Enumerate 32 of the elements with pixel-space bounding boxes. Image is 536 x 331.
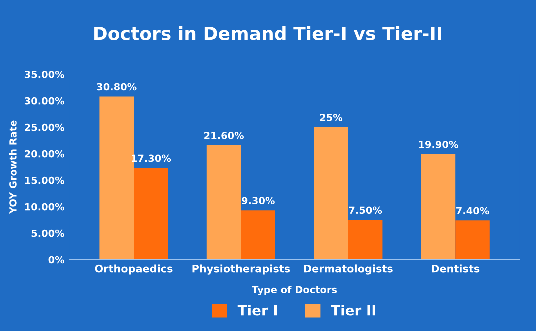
data-label: 7.40% — [456, 207, 490, 215]
data-label: 9.30% — [242, 197, 275, 205]
y-tick-label: 15.00% — [25, 176, 65, 184]
y-tick-label: 10.00% — [25, 203, 65, 211]
bar — [348, 220, 383, 260]
x-axis-title: Type of Doctors — [252, 286, 338, 296]
data-label: 25% — [320, 114, 343, 122]
data-label: 30.80% — [97, 83, 137, 91]
y-tick-label: 0% — [48, 256, 65, 264]
x-tick-label: Physiotherapists — [192, 264, 290, 275]
x-tick-label: Orthopaedics — [95, 264, 173, 275]
data-label: 7.50% — [349, 206, 382, 214]
data-label: 21.60% — [204, 132, 244, 140]
bar — [134, 168, 168, 260]
bar — [421, 154, 456, 260]
y-tick-label: 20.00% — [25, 150, 65, 158]
y-tick-label: 30.00% — [24, 97, 65, 105]
y-axis-title: YOY Growth Rate — [9, 120, 17, 214]
bar — [100, 96, 134, 260]
bar — [314, 127, 348, 260]
x-tick-label: Dentists — [432, 264, 480, 273]
bar — [456, 220, 490, 260]
data-label: 19.90% — [419, 141, 458, 148]
bar — [206, 145, 242, 260]
legend-label: Tier II — [331, 305, 376, 316]
x-tick-label: Dermatologists — [304, 264, 393, 275]
y-tick-label: 5.00% — [32, 230, 65, 238]
chart-title: Doctors in Demand Tier-I vs Tier-II — [94, 26, 442, 40]
legend-label: Tier I — [238, 305, 278, 316]
y-tick-label: 35.00% — [24, 70, 65, 78]
bar — [241, 210, 276, 260]
y-tick-label: 25.00% — [25, 124, 65, 132]
